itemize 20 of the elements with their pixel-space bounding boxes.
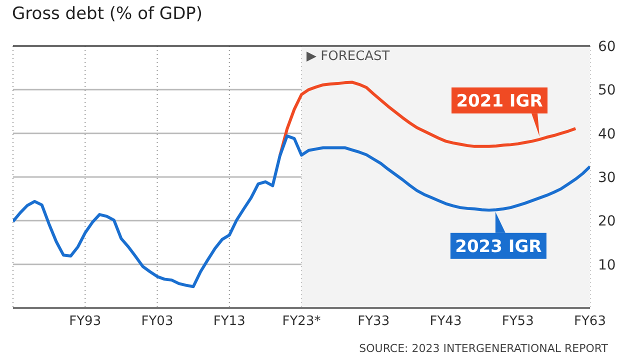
line-series	[13, 134, 590, 288]
y-tick-label: 50	[598, 82, 616, 99]
y-tick-label: 40	[598, 126, 616, 142]
x-tick-label: FY43	[430, 314, 462, 330]
x-tick-label: FY13	[213, 314, 246, 330]
source-note: SOURCE: 2023 INTERGENERATIONAL REPORT	[359, 342, 608, 355]
x-tick-label: FY33	[358, 314, 390, 330]
y-tick-label: 60	[598, 38, 616, 55]
chart-title: Gross debt (% of GDP)	[12, 4, 203, 24]
y-tick-label: 20	[598, 214, 616, 230]
x-tick-label: FY03	[141, 314, 174, 330]
x-tick-label: FY63	[574, 314, 606, 330]
band-label: ▶ FORECAST	[306, 49, 390, 64]
x-tick-label: FY53	[502, 314, 534, 330]
series-label: 2021 IGR	[456, 91, 543, 112]
y-tick-label: 30	[598, 170, 616, 186]
y-tick-label: 10	[598, 257, 616, 274]
x-tick-label: FY93	[69, 314, 102, 330]
legend-label: 2023 IGR	[455, 236, 542, 257]
x-tick-label: FY23*	[282, 314, 322, 330]
